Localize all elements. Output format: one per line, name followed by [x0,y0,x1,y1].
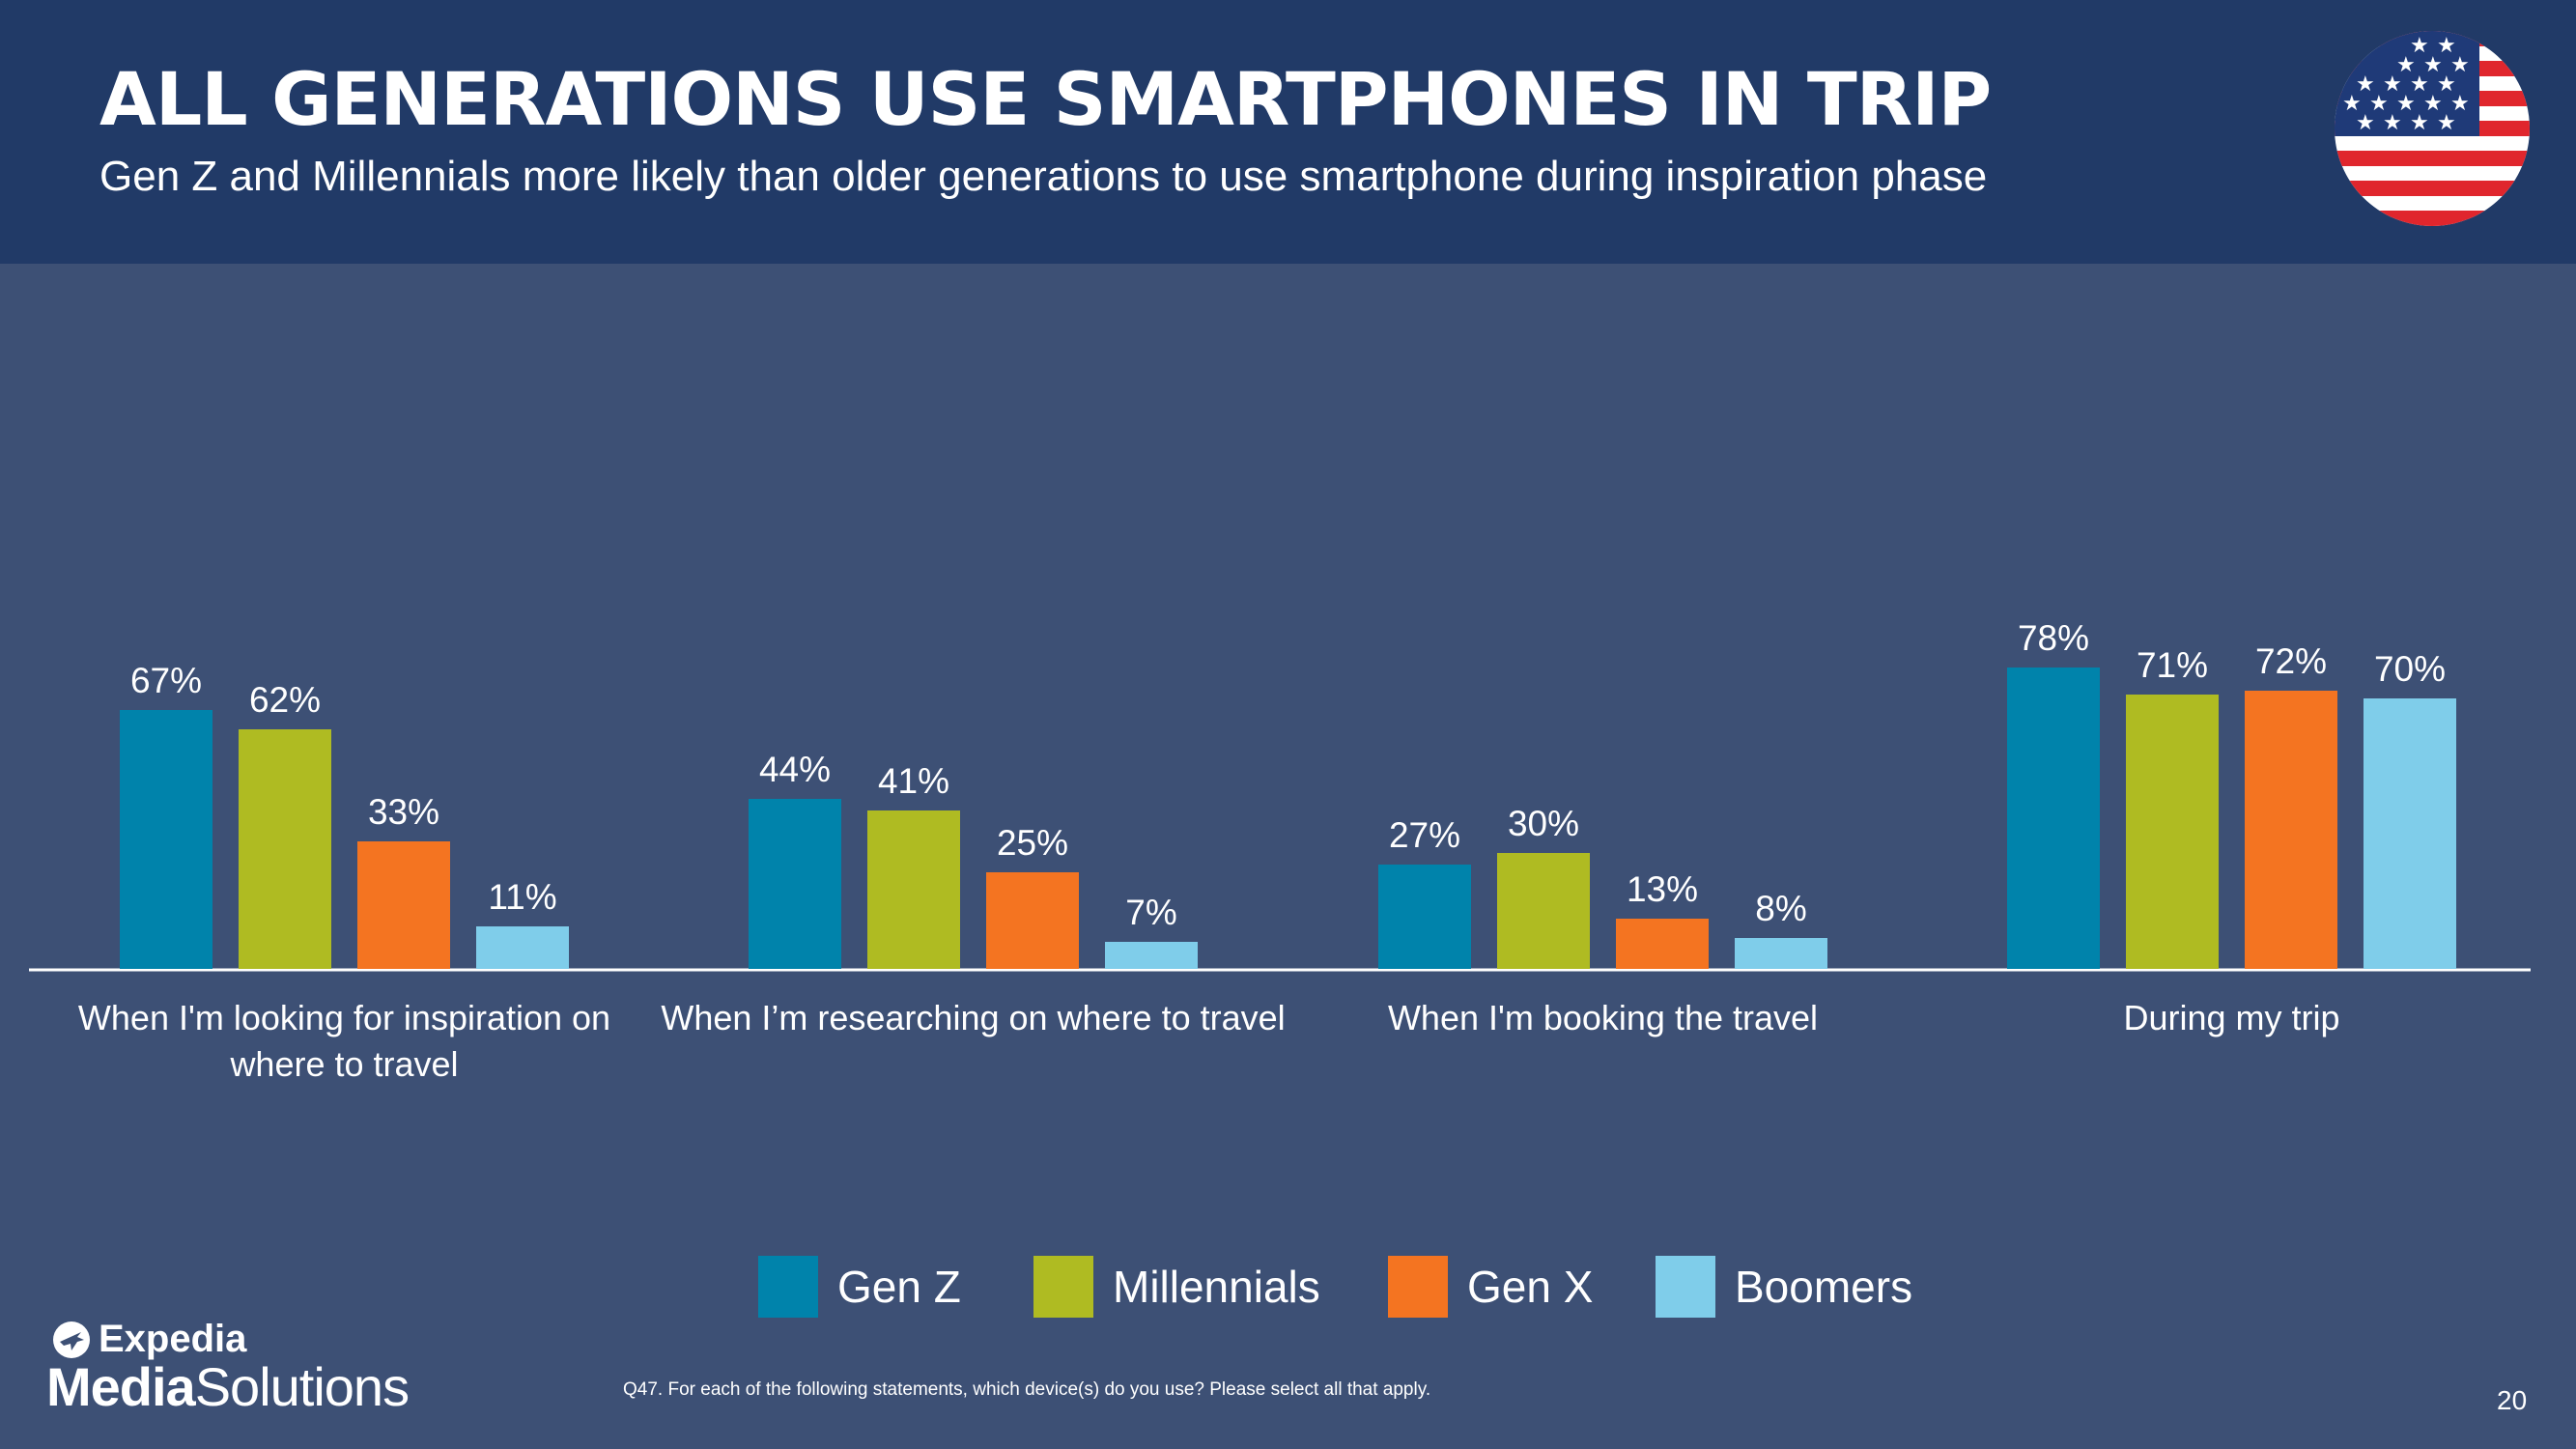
svg-text:★: ★ [2423,92,2443,116]
legend-label-gen-z: Gen Z [837,1262,961,1312]
header-bar [0,0,2576,264]
svg-text:★: ★ [2450,92,2470,116]
svg-text:★: ★ [2410,111,2429,135]
bar-boomers-3 [2364,698,2456,969]
svg-text:★: ★ [2396,92,2416,116]
logo-line-2-regular: Solutions [194,1356,410,1417]
legend-swatch-gen-z [758,1256,818,1318]
us-flag-icon: ★ ★ ★ ★ ★ ★ ★ ★ ★ ★ ★ ★ ★ ★ ★ ★ ★ ★ [2335,31,2530,226]
legend-swatch-millennials [1033,1256,1093,1318]
bar-millennials-2 [1497,853,1590,969]
data-label-millennials-2: 30% [1508,804,1579,843]
data-label-gen-z-0: 67% [130,661,202,700]
bar-gen-z-1 [749,799,841,969]
bar-gen-x-1 [986,872,1079,969]
bar-millennials-3 [2126,695,2219,969]
data-label-gen-x-0: 33% [368,792,439,832]
chart-legend: Gen Z Millennials Gen X Boomers [0,1256,2576,1318]
legend-swatch-gen-x [1388,1256,1448,1318]
bar-boomers-0 [476,926,569,969]
category-label-1: When I’m researching on where to travel [661,998,1285,1037]
bar-gen-z-2 [1378,865,1471,969]
data-label-millennials-0: 62% [249,680,321,720]
data-label-gen-x-3: 72% [2255,641,2327,681]
svg-text:★: ★ [2437,34,2456,58]
page-subtitle: Gen Z and Millennials more likely than o… [99,153,1988,200]
data-label-gen-x-1: 25% [997,823,1068,863]
data-label-millennials-3: 71% [2137,645,2208,685]
data-label-boomers-3: 70% [2374,649,2446,689]
svg-text:★: ★ [2342,92,2362,116]
data-label-gen-z-1: 44% [759,750,831,789]
expedia-plane-icon [53,1321,90,1358]
bar-millennials-1 [867,810,960,969]
bar-boomers-1 [1105,942,1198,969]
survey-footnote: Q47. For each of the following statement… [623,1379,1431,1400]
legend-item-gen-z: Gen Z [758,1256,961,1318]
data-label-gen-x-2: 13% [1627,869,1698,909]
category-label-0: When I'm looking for inspiration on where… [78,998,610,1084]
legend-label-boomers: Boomers [1735,1262,1913,1312]
data-label-millennials-1: 41% [878,761,949,801]
logo-line-2-bold: Media [46,1356,196,1417]
bar-gen-z-3 [2007,668,2100,969]
svg-text:★: ★ [2450,53,2470,77]
data-label-boomers-1: 7% [1125,893,1176,932]
svg-text:★: ★ [2356,111,2375,135]
bar-boomers-2 [1735,938,1827,969]
legend-swatch-boomers [1656,1256,1715,1318]
svg-text:★: ★ [2437,111,2456,135]
data-label-gen-z-3: 78% [2018,618,2089,658]
data-label-boomers-2: 8% [1755,889,1806,928]
svg-text:★: ★ [2410,34,2429,58]
category-label-3: During my trip [2123,998,2339,1037]
bar-gen-x-2 [1616,919,1709,969]
bar-gen-x-0 [357,841,450,969]
legend-item-boomers: Boomers [1656,1256,1912,1318]
legend-label-millennials: Millennials [1113,1262,1320,1312]
bar-millennials-0 [239,729,331,969]
logo-line-1: Expedia [99,1318,247,1360]
svg-text:★: ★ [2396,53,2416,77]
svg-text:★: ★ [2369,92,2389,116]
legend-label-gen-x: Gen X [1467,1262,1594,1312]
bar-gen-z-0 [120,710,212,969]
data-label-gen-z-2: 27% [1389,815,1460,855]
svg-text:★: ★ [2423,53,2443,77]
data-label-boomers-0: 11% [488,877,556,917]
legend-item-millennials: Millennials [1033,1256,1320,1318]
svg-text:★: ★ [2410,72,2429,97]
page-number: 20 [2497,1385,2528,1415]
svg-text:★: ★ [2437,72,2456,97]
page-title: ALL GENERATIONS USE SMARTPHONES IN TRIP [99,56,1992,142]
expedia-media-solutions-logo: Expedia MediaSolutions [46,1318,410,1418]
bar-gen-x-3 [2245,691,2337,969]
legend-item-gen-x: Gen X [1388,1256,1593,1318]
svg-text:★: ★ [2383,111,2402,135]
svg-text:★: ★ [2356,72,2375,97]
svg-text:★: ★ [2383,72,2402,97]
category-label-2: When I'm booking the travel [1388,998,1818,1037]
